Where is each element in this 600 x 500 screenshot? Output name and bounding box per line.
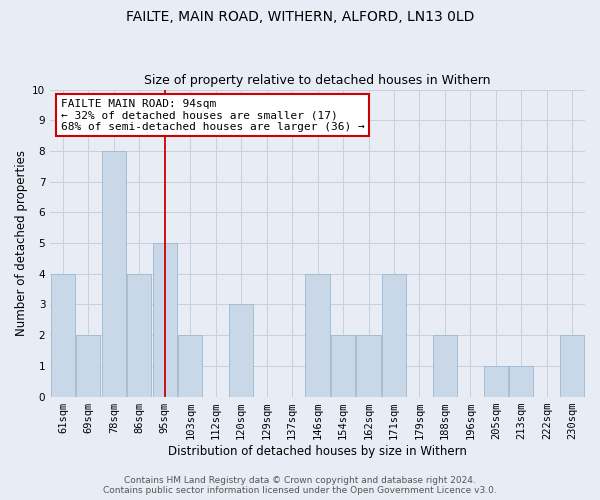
Bar xyxy=(51,274,75,396)
Bar xyxy=(356,335,380,396)
Bar xyxy=(331,335,355,396)
Bar xyxy=(76,335,100,396)
Bar xyxy=(382,274,406,396)
Bar xyxy=(127,274,151,396)
Bar xyxy=(484,366,508,396)
Text: Contains HM Land Registry data © Crown copyright and database right 2024.
Contai: Contains HM Land Registry data © Crown c… xyxy=(103,476,497,495)
Title: Size of property relative to detached houses in Withern: Size of property relative to detached ho… xyxy=(145,74,491,87)
Bar xyxy=(509,366,533,396)
Bar xyxy=(560,335,584,396)
Y-axis label: Number of detached properties: Number of detached properties xyxy=(15,150,28,336)
Bar xyxy=(305,274,329,396)
Text: FAILTE, MAIN ROAD, WITHERN, ALFORD, LN13 0LD: FAILTE, MAIN ROAD, WITHERN, ALFORD, LN13… xyxy=(126,10,474,24)
Bar xyxy=(178,335,202,396)
X-axis label: Distribution of detached houses by size in Withern: Distribution of detached houses by size … xyxy=(168,444,467,458)
Bar xyxy=(433,335,457,396)
Text: FAILTE MAIN ROAD: 94sqm
← 32% of detached houses are smaller (17)
68% of semi-de: FAILTE MAIN ROAD: 94sqm ← 32% of detache… xyxy=(61,99,365,132)
Bar xyxy=(229,304,253,396)
Bar xyxy=(152,243,177,396)
Bar xyxy=(102,151,126,396)
